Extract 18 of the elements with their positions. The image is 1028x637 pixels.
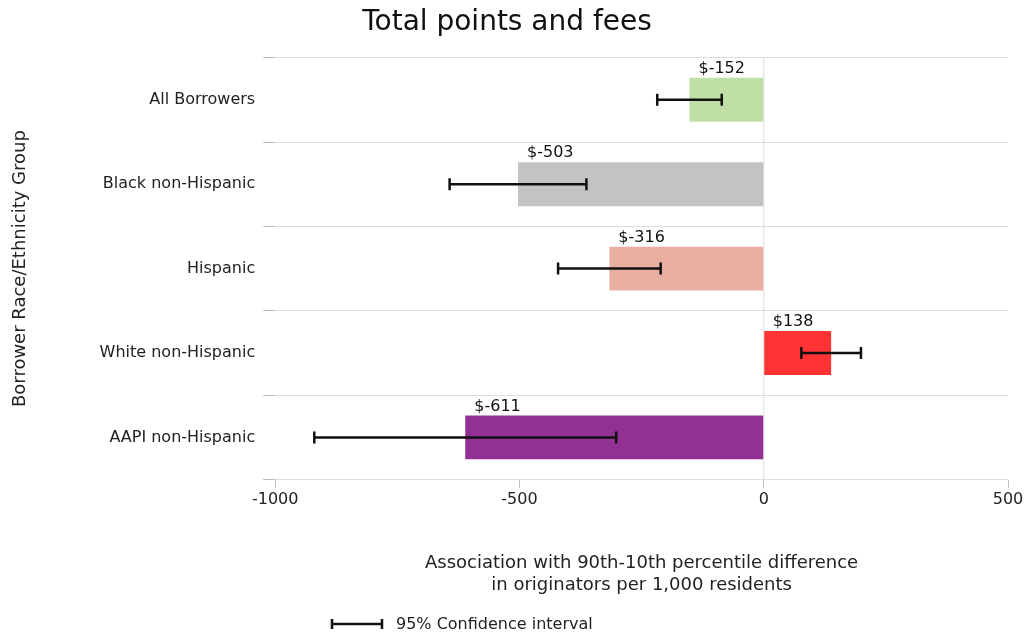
data-label: $-316 <box>618 226 665 246</box>
x-tick-label: 0 <box>758 489 769 509</box>
y-tick-label: Hispanic <box>187 257 256 277</box>
data-label: $138 <box>772 311 814 331</box>
y-tick-label: White non-Hispanic <box>99 342 256 362</box>
chart-title: Total points and fees <box>361 4 652 38</box>
x-axis-title: Association with 90th-10th percentile difference in originators per 1,000 residents <box>425 551 859 594</box>
data-label: $-611 <box>474 395 521 415</box>
x-tick-label: 500 <box>992 489 1024 509</box>
y-tick-label: AAPI non-Hispanic <box>109 426 256 446</box>
x-tick-label: -1000 <box>251 489 299 509</box>
y-axis-title: Borrower Race/Ethnicity Group <box>8 130 30 408</box>
y-tick-label: All Borrowers <box>149 88 256 108</box>
y-tick-label: Black non-Hispanic <box>102 173 256 193</box>
text: 95% Confidence interval <box>396 614 593 633</box>
data-label: $-152 <box>698 58 745 78</box>
data-label: $-503 <box>527 142 574 162</box>
x-tick-label: -500 <box>501 489 538 509</box>
